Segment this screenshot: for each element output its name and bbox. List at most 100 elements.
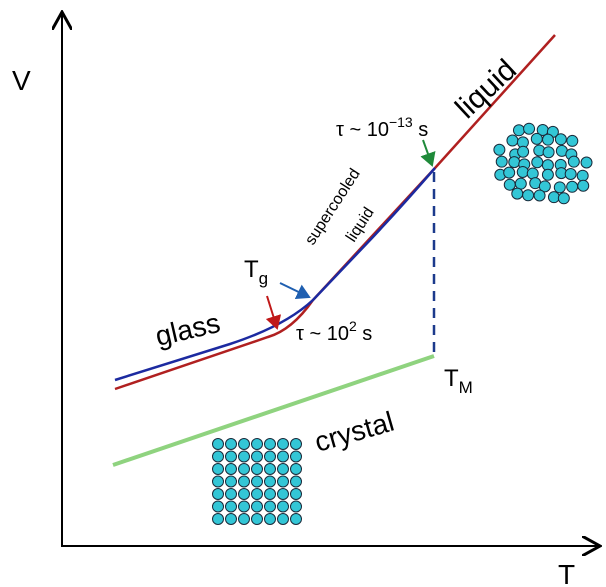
crystal-atom: [264, 513, 276, 525]
crystal-atom: [225, 450, 237, 463]
liquid-atom: [541, 133, 554, 146]
crystal-atom: [290, 475, 302, 488]
liquid-atom: [566, 180, 579, 193]
crystal-atom: [212, 500, 224, 513]
crystal-atom: [277, 500, 289, 513]
liquid-atom: [495, 155, 508, 168]
crystal-atom: [238, 475, 250, 488]
crystal-atom: [212, 450, 224, 463]
crystal-atom: [277, 513, 289, 525]
tg-subscript: g: [259, 269, 268, 288]
liquid-atom: [522, 189, 535, 202]
crystal-line: [112, 354, 435, 467]
tau-slow-exponent: 2: [349, 318, 357, 334]
liquid-atom: [577, 179, 590, 192]
crystal-atom: [251, 513, 263, 525]
crystal-atom: [225, 463, 237, 475]
crystal-atom: [225, 475, 237, 488]
crystal-atom: [225, 513, 237, 525]
crystal-atom: [238, 513, 250, 525]
liquid-atom: [523, 122, 536, 135]
crystal-atom: [290, 463, 302, 475]
liquid-atom: [542, 146, 555, 159]
crystal-atom: [212, 463, 224, 475]
liquid-atom: [564, 167, 577, 180]
crystal-atom: [238, 500, 250, 513]
liquid-atom: [508, 156, 521, 169]
liquid-atom: [512, 124, 525, 137]
liquid-atom: [506, 134, 519, 147]
crystal-atom: [238, 488, 250, 500]
crystal-atom: [251, 500, 263, 513]
tm-subscript: M: [459, 378, 473, 397]
crystal-atom: [264, 450, 276, 463]
liquid-atom: [530, 132, 543, 145]
tg-red-arrow: [265, 295, 282, 330]
crystal-structure-icon: [212, 438, 302, 525]
crystal-atom: [264, 500, 276, 513]
crystal-label: crystal: [311, 406, 397, 458]
liquid-atom: [580, 156, 593, 169]
liquid-atom: [547, 191, 560, 204]
crystal-atom: [264, 488, 276, 500]
x-axis-label: T: [558, 559, 575, 587]
liquid-atom: [541, 168, 554, 181]
liquid-atom: [493, 143, 506, 156]
liquid-atom: [538, 180, 551, 193]
crystal-atom: [212, 513, 224, 525]
tau-green-arrow: [420, 139, 436, 167]
liquid-atom: [566, 134, 579, 147]
crystal-atom: [277, 450, 289, 463]
tau-fast-label: τ ~ 10−13 s: [336, 114, 428, 141]
crystal-atom: [225, 438, 237, 450]
crystal-atom: [290, 438, 302, 450]
liquid-atom: [503, 178, 516, 191]
supercooled-glass-line: [114, 167, 436, 382]
crystal-atom: [277, 488, 289, 500]
crystal-atom: [251, 463, 263, 475]
y-axis-label: V: [12, 65, 31, 96]
tg-blue-arrow: [279, 282, 311, 299]
crystal-atom: [225, 500, 237, 513]
liquid-atom: [553, 181, 566, 194]
tg-label: Tg: [244, 256, 268, 288]
crystal-atom: [212, 438, 224, 450]
crystal-atom: [277, 475, 289, 488]
crystal-atom: [277, 438, 289, 450]
liquid-atom: [517, 145, 530, 158]
crystal-atom: [251, 438, 263, 450]
crystal-atom: [277, 463, 289, 475]
crystal-atom: [264, 463, 276, 475]
liquid-atom: [516, 165, 529, 178]
crystal-atom: [238, 463, 250, 475]
liquid-structure-icon: [493, 122, 593, 205]
liquid-atom: [554, 133, 567, 146]
liquid-atom: [567, 155, 580, 168]
liquid-atom: [514, 177, 527, 190]
crystal-atom: [225, 488, 237, 500]
crystal-atom: [238, 450, 250, 463]
crystal-atom: [290, 513, 302, 525]
crystal-atom: [251, 475, 263, 488]
glass-label: glass: [152, 307, 223, 352]
crystal-atom: [290, 450, 302, 463]
liquid-atom: [511, 187, 524, 200]
liquid-label: liquid: [449, 53, 523, 125]
crystal-atom: [264, 475, 276, 488]
tm-label: TM: [444, 365, 473, 397]
liquid-atom: [503, 166, 516, 179]
liquid-atom: [557, 192, 570, 205]
tau-slow-label: τ ~ 102 s: [296, 318, 372, 345]
crystal-atom: [251, 488, 263, 500]
liquid-atom: [576, 169, 589, 182]
crystal-atom: [251, 450, 263, 463]
crystal-atom: [212, 488, 224, 500]
crystal-atom: [290, 500, 302, 513]
liquid-atom: [531, 156, 544, 169]
crystal-atom: [238, 438, 250, 450]
tau-fast-exponent: −13: [389, 114, 413, 130]
crystal-atom: [290, 488, 302, 500]
crystal-atom: [264, 438, 276, 450]
crystal-atom: [212, 475, 224, 488]
